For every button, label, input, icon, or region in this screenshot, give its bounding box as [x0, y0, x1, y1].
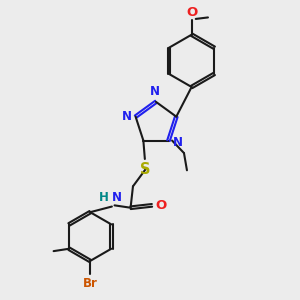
Text: N: N — [112, 190, 122, 204]
Text: N: N — [173, 136, 183, 148]
Text: N: N — [122, 110, 131, 122]
Text: H: H — [99, 190, 109, 204]
Text: N: N — [149, 85, 160, 98]
Text: O: O — [156, 199, 167, 212]
Text: O: O — [186, 6, 197, 19]
Text: Br: Br — [83, 277, 98, 290]
Text: S: S — [140, 162, 151, 177]
